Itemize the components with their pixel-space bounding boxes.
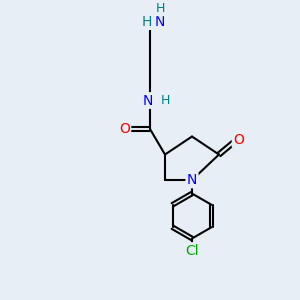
Text: H: H [161, 94, 170, 107]
Text: N: N [187, 173, 197, 187]
Text: N: N [154, 15, 165, 28]
Text: O: O [233, 133, 244, 146]
Text: H: H [141, 15, 152, 28]
Text: N: N [142, 94, 153, 107]
Text: O: O [119, 122, 130, 136]
Text: Cl: Cl [185, 244, 199, 257]
Text: H: H [156, 2, 165, 15]
